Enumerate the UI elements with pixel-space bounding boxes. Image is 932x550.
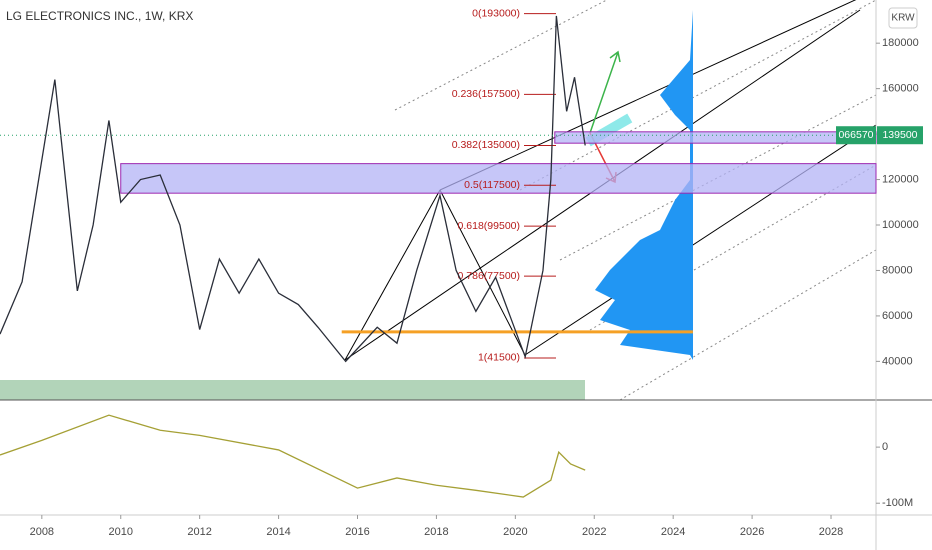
zone bbox=[554, 131, 877, 144]
fib-label: 0(193000) bbox=[472, 7, 520, 19]
price-box bbox=[877, 126, 923, 145]
volume-profile bbox=[595, 10, 693, 360]
x-tick-label: 2008 bbox=[30, 526, 54, 538]
x-tick-label: 2016 bbox=[345, 526, 369, 538]
x-tick-label: 2024 bbox=[661, 526, 685, 538]
currency: KRW bbox=[891, 13, 915, 24]
x-tick-label: 2020 bbox=[503, 526, 527, 538]
chart-title: LG ELECTRONICS INC., 1W, KRX bbox=[6, 9, 193, 23]
x-tick-label: 2012 bbox=[187, 526, 211, 538]
fib-label: 0.382(135000) bbox=[452, 139, 520, 151]
x-tick-label: 2014 bbox=[266, 526, 290, 538]
volume bbox=[0, 380, 585, 400]
y-tick-label: 40000 bbox=[882, 355, 913, 367]
y-tick-label: 100000 bbox=[882, 219, 919, 231]
price-label: 139500 bbox=[882, 129, 917, 141]
symbol-box bbox=[836, 126, 876, 145]
indicator-tick-label: 0 bbox=[882, 441, 888, 453]
fib-label: 0.5(117500) bbox=[464, 179, 520, 191]
y-tick-label: 180000 bbox=[882, 37, 919, 49]
indicator-line bbox=[0, 414, 586, 498]
y-tick-label: 80000 bbox=[882, 264, 913, 276]
x-tick-label: 2022 bbox=[582, 526, 606, 538]
indicator-tick-label: -100M bbox=[882, 497, 913, 509]
y-tick-label: 160000 bbox=[882, 83, 919, 95]
x-tick-label: 2026 bbox=[740, 526, 764, 538]
fib-label: 0.786(77500) bbox=[458, 270, 520, 282]
y-tick-label: 60000 bbox=[882, 310, 913, 322]
fib-label: 1(41500) bbox=[478, 352, 520, 364]
zone bbox=[120, 163, 877, 194]
symbol: 066570 bbox=[838, 129, 873, 141]
x-tick-label: 2028 bbox=[819, 526, 843, 538]
x-tick-label: 2010 bbox=[109, 526, 133, 538]
currency-box bbox=[888, 7, 918, 29]
x-tick-label: 2018 bbox=[424, 526, 448, 538]
fib-label: 0.236(157500) bbox=[452, 88, 520, 100]
fib-label: 0.618(99500) bbox=[458, 220, 520, 232]
y-tick-label: 120000 bbox=[882, 173, 919, 185]
price-line bbox=[0, 15, 586, 363]
